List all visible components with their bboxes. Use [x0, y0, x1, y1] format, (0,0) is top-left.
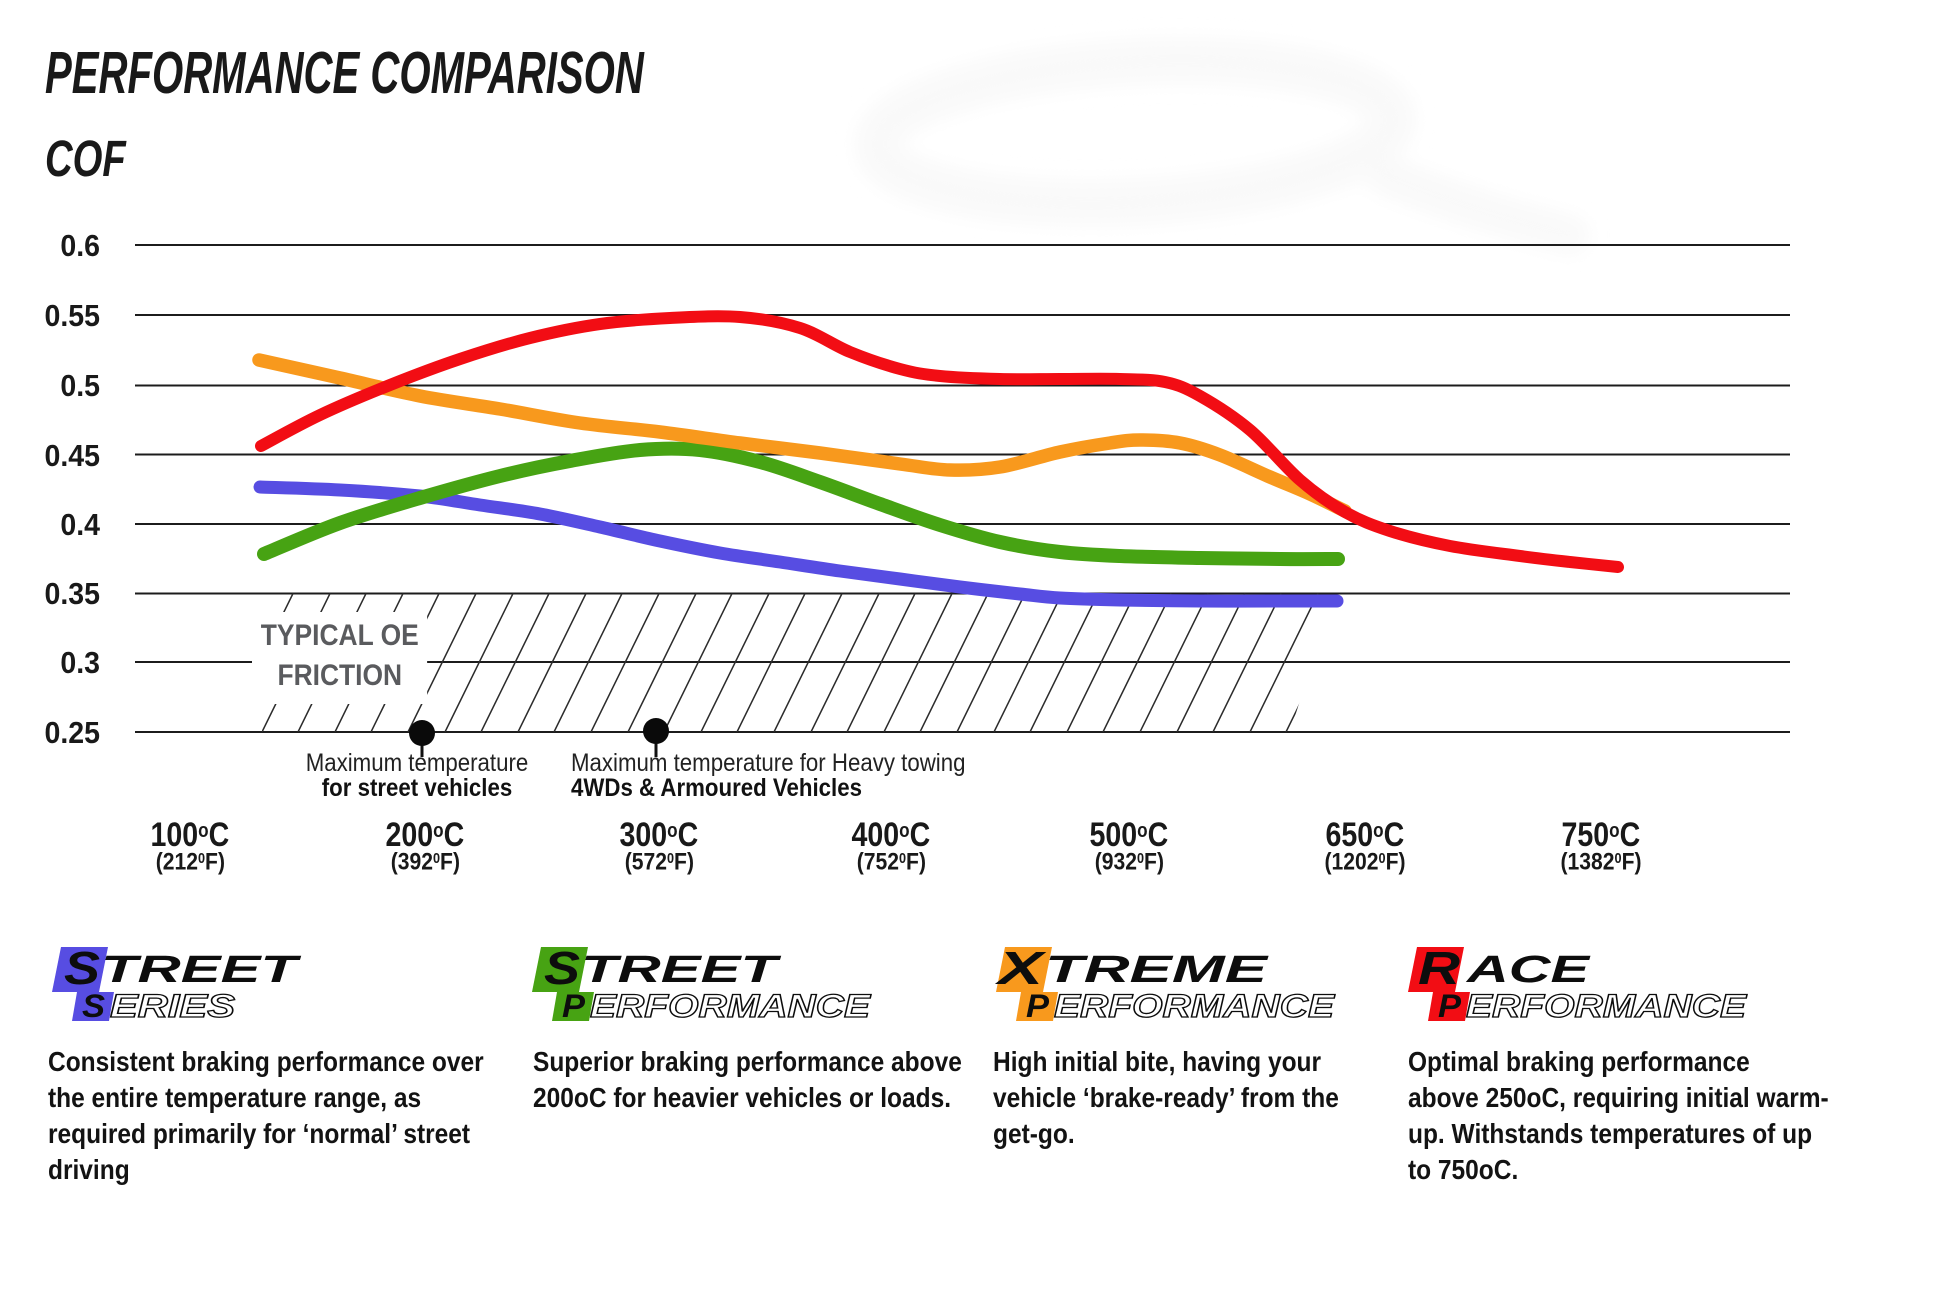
- svg-text:ERIES: ERIES: [110, 988, 236, 1024]
- svg-text:TREME: TREME: [1045, 949, 1270, 991]
- svg-text:TREET: TREET: [101, 949, 301, 991]
- svg-text:ERFORMANCE: ERFORMANCE: [590, 988, 872, 1024]
- svg-text:ERFORMANCE: ERFORMANCE: [1466, 988, 1748, 1024]
- svg-text:S: S: [64, 942, 100, 994]
- svg-text:S: S: [82, 988, 106, 1024]
- svg-text:P: P: [1026, 988, 1050, 1024]
- svg-text:TREET: TREET: [581, 949, 781, 991]
- svg-text:P: P: [562, 988, 586, 1024]
- svg-text:S: S: [544, 942, 580, 994]
- svg-text:R: R: [1418, 942, 1460, 994]
- svg-text:ACE: ACE: [1465, 949, 1591, 991]
- svg-text:ERFORMANCE: ERFORMANCE: [1054, 988, 1336, 1024]
- svg-text:P: P: [1438, 988, 1462, 1024]
- svg-text:X: X: [994, 942, 1047, 994]
